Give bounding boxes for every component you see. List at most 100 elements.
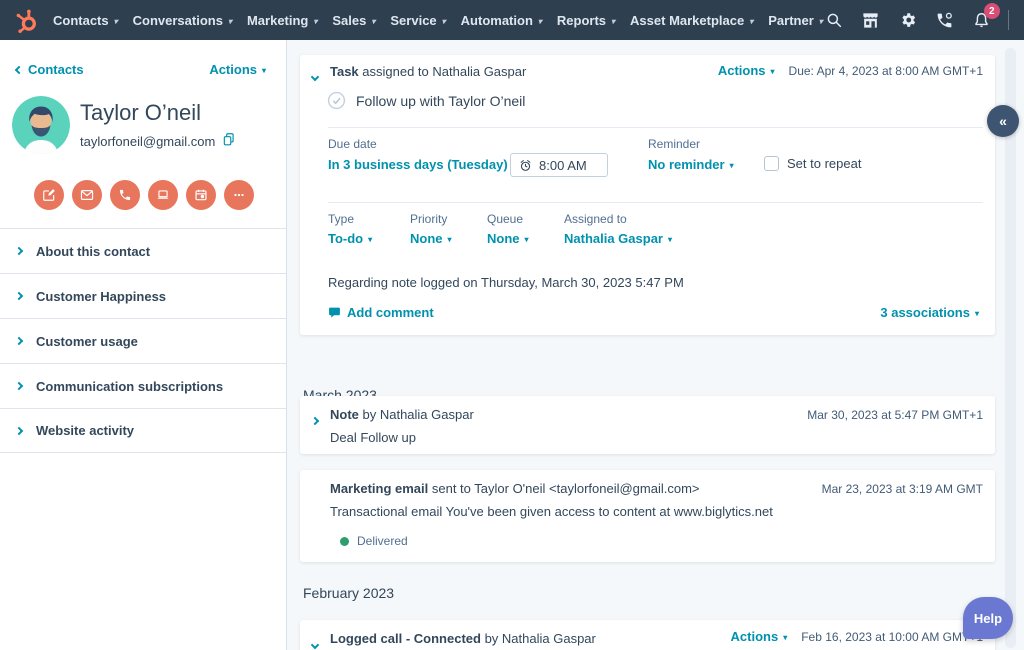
type-label: Type [328, 212, 355, 226]
set-to-repeat-checkbox[interactable] [764, 156, 779, 171]
timeline-panel: Task assigned to Nathalia Gaspar Actions… [287, 40, 1024, 650]
more-actions-button[interactable] [224, 180, 254, 210]
collapse-panel-button[interactable]: « [987, 105, 1019, 137]
note-card: Note by Nathalia Gaspar Mar 30, 2023 at … [300, 396, 995, 454]
type-dropdown[interactable]: To-do [328, 231, 372, 246]
set-to-repeat-label: Set to repeat [787, 156, 862, 171]
email-button[interactable] [72, 180, 102, 210]
copy-email-icon[interactable] [222, 132, 236, 151]
marketing-email-body: Transactional email You've been given ac… [330, 504, 773, 519]
caret-down-icon [538, 13, 542, 28]
note-button[interactable] [34, 180, 64, 210]
expand-note-chevron-icon[interactable] [310, 416, 320, 426]
assigned-to-dropdown[interactable]: Nathalia Gaspar [564, 231, 672, 246]
nav-item-sales[interactable]: Sales [332, 13, 375, 28]
collapse-task-chevron-icon[interactable] [310, 72, 320, 82]
nav-item-label: Conversations [132, 12, 223, 28]
queue-label: Queue [487, 212, 524, 226]
section-label: About this contact [36, 243, 151, 259]
logged-call-timestamp: Feb 16, 2023 at 10:00 AM GMT+1 [801, 629, 983, 644]
task-complete-checkbox[interactable] [327, 91, 346, 115]
logged-call-actions-dropdown[interactable]: Actions [731, 629, 788, 644]
task-due-text: Due: Apr 4, 2023 at 8:00 AM GMT+1 [788, 63, 983, 78]
nav-item-conversations[interactable]: Conversations [133, 13, 232, 28]
hubspot-logo-icon[interactable] [14, 8, 39, 33]
task-regarding-text: Regarding note logged on Thursday, March… [328, 275, 684, 290]
sidebar-section-customer-happiness[interactable]: Customer Happiness [0, 273, 286, 318]
contact-avatar [12, 96, 70, 154]
collapse-call-chevron-icon[interactable] [310, 640, 320, 650]
caret-down-icon [611, 13, 615, 28]
notifications-bell-icon[interactable]: 2 [971, 3, 1000, 31]
back-link-label: Contacts [28, 62, 84, 77]
note-title: Note by Nathalia Gaspar [330, 407, 474, 422]
add-comment-button[interactable]: Add comment [328, 305, 434, 320]
quick-actions-row [34, 180, 254, 210]
notification-badge: 2 [983, 3, 1000, 19]
nav-item-asset-marketplace[interactable]: Asset Marketplace [630, 13, 753, 28]
contact-name: Taylor O’neil [80, 100, 202, 125]
due-time-value: 8:00 AM [539, 157, 587, 173]
chevron-right-icon [14, 336, 24, 346]
nav-item-reports[interactable]: Reports [557, 13, 615, 28]
priority-label: Priority [410, 212, 448, 226]
task-subject: Follow up with Taylor O’neil [356, 93, 526, 109]
marketing-email-title: Marketing email sent to Taylor O'neil <t… [330, 481, 700, 496]
chevron-right-icon [14, 246, 24, 256]
nav-item-contacts[interactable]: Contacts [53, 13, 118, 28]
contact-sidebar: Contacts Actions Taylor O’neil taylorfon… [0, 40, 287, 650]
caret-down-icon [371, 13, 375, 28]
nav-item-label: Reports [556, 12, 607, 28]
due-time-input[interactable]: 8:00 AM [510, 153, 608, 177]
timeline-scrollbar[interactable] [1005, 48, 1016, 648]
due-date-dropdown[interactable]: In 3 business days (Tuesday) [328, 157, 517, 172]
section-label: Customer Happiness [36, 288, 167, 304]
caret-down-icon [114, 13, 118, 28]
task-actions-dropdown[interactable]: Actions [718, 63, 775, 78]
logged-call-title: Logged call - Connected by Nathalia Gasp… [330, 631, 596, 646]
sidebar-section-communication-subscriptions[interactable]: Communication subscriptions [0, 363, 286, 408]
top-nav: Contacts Conversations Marketing Sales S… [0, 0, 1024, 40]
marketing-email-card: Marketing email sent to Taylor O'neil <t… [300, 470, 995, 562]
logged-call-card: Logged call - Connected by Nathalia Gasp… [300, 620, 995, 650]
sidebar-section-about-this-contact[interactable]: About this contact [0, 228, 286, 273]
marketplace-icon[interactable] [860, 9, 882, 31]
queue-dropdown[interactable]: None [487, 231, 529, 246]
nav-item-label: Partner [768, 12, 814, 28]
caret-down-icon [749, 13, 753, 28]
nav-item-service[interactable]: Service [390, 13, 445, 28]
nav-right-tools: 2 [823, 3, 1024, 33]
sidebar-section-customer-usage[interactable]: Customer usage [0, 318, 286, 363]
priority-dropdown[interactable]: None [410, 231, 452, 246]
associations-dropdown[interactable]: 3 associations [880, 305, 979, 320]
note-body: Deal Follow up [330, 430, 416, 445]
contact-actions-dropdown[interactable]: Actions [209, 62, 266, 77]
section-label: Website activity [36, 423, 135, 438]
settings-gear-icon[interactable] [897, 9, 919, 31]
task-title: Task assigned to Nathalia Gaspar [330, 64, 527, 79]
sidebar-section-website-activity[interactable]: Website activity [0, 408, 286, 453]
section-label: Customer usage [36, 333, 138, 349]
schedule-button[interactable] [186, 180, 216, 210]
nav-item-partner[interactable]: Partner [768, 13, 823, 28]
reminder-dropdown[interactable]: No reminder [648, 157, 734, 172]
nav-divider [1007, 10, 1009, 30]
reminder-label: Reminder [648, 137, 701, 151]
section-label: Communication subscriptions [36, 378, 224, 394]
delivered-status-label: Delivered [357, 534, 408, 548]
sidebar-sections: About this contact Customer Happiness Cu… [0, 228, 286, 453]
calls-icon[interactable] [934, 9, 956, 31]
nav-item-automation[interactable]: Automation [461, 13, 542, 28]
chevron-right-icon [14, 381, 24, 391]
nav-item-label: Marketing [246, 12, 309, 28]
help-button[interactable]: Help [963, 597, 1013, 639]
search-icon[interactable] [823, 9, 845, 31]
nav-item-marketing[interactable]: Marketing [247, 13, 317, 28]
call-button[interactable] [110, 180, 140, 210]
back-to-contacts-link[interactable]: Contacts [14, 62, 84, 77]
meeting-button[interactable] [148, 180, 178, 210]
contact-email: taylorfoneil@gmail.com [80, 134, 216, 149]
assigned-to-label: Assigned to [564, 212, 627, 226]
nav-item-label: Sales [332, 12, 367, 28]
